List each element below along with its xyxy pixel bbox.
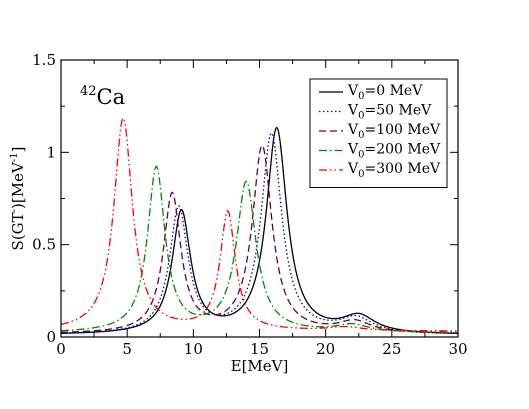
x-tick-label: 25: [382, 340, 401, 358]
x-tick-label: 30: [448, 340, 467, 358]
y-label-base: S(GT: [9, 212, 27, 250]
y-tick-label: 1: [46, 143, 56, 161]
series-line-4: [60, 165, 458, 334]
y-label-end: ]: [9, 147, 27, 153]
legend-label-4: V0=200 MeV: [347, 142, 441, 161]
y-label-sup-unit: -1: [9, 152, 20, 162]
x-tick-label: 0: [56, 340, 66, 358]
x-tick-label: 15: [250, 340, 269, 358]
nucleus-mass-number: 42: [80, 84, 97, 99]
tick-layer: 0 5 10 15 20 25 30 0 0.5 1 1.5: [32, 51, 467, 358]
series-line-1: [60, 126, 459, 334]
legend-label-2: V0=50 MeV: [347, 103, 432, 122]
x-tick-label: 20: [316, 340, 335, 358]
x-axis-label: E[MeV]: [231, 357, 289, 375]
y-axis-label: S(GT-)[MeV-1]: [9, 147, 27, 251]
nucleus-symbol: Ca: [97, 85, 126, 109]
x-tick-label: 10: [184, 340, 203, 358]
y-label-mid: )[MeV: [9, 161, 27, 209]
legend-box: [309, 78, 448, 188]
y-label-sup-minus: -: [9, 209, 20, 212]
legend-label-5: V0=300 MeV: [347, 161, 441, 180]
nucleus-annotation: 42Ca: [80, 84, 125, 109]
legend-label-3: V0=100 MeV: [347, 122, 441, 141]
y-tick-label: 0.5: [32, 236, 56, 254]
legend-label-1: V0=0 MeV: [347, 83, 423, 102]
x-tick-label: 5: [122, 340, 132, 358]
y-tick-label: 1.5: [32, 51, 56, 69]
y-tick-label: 0: [46, 328, 56, 346]
